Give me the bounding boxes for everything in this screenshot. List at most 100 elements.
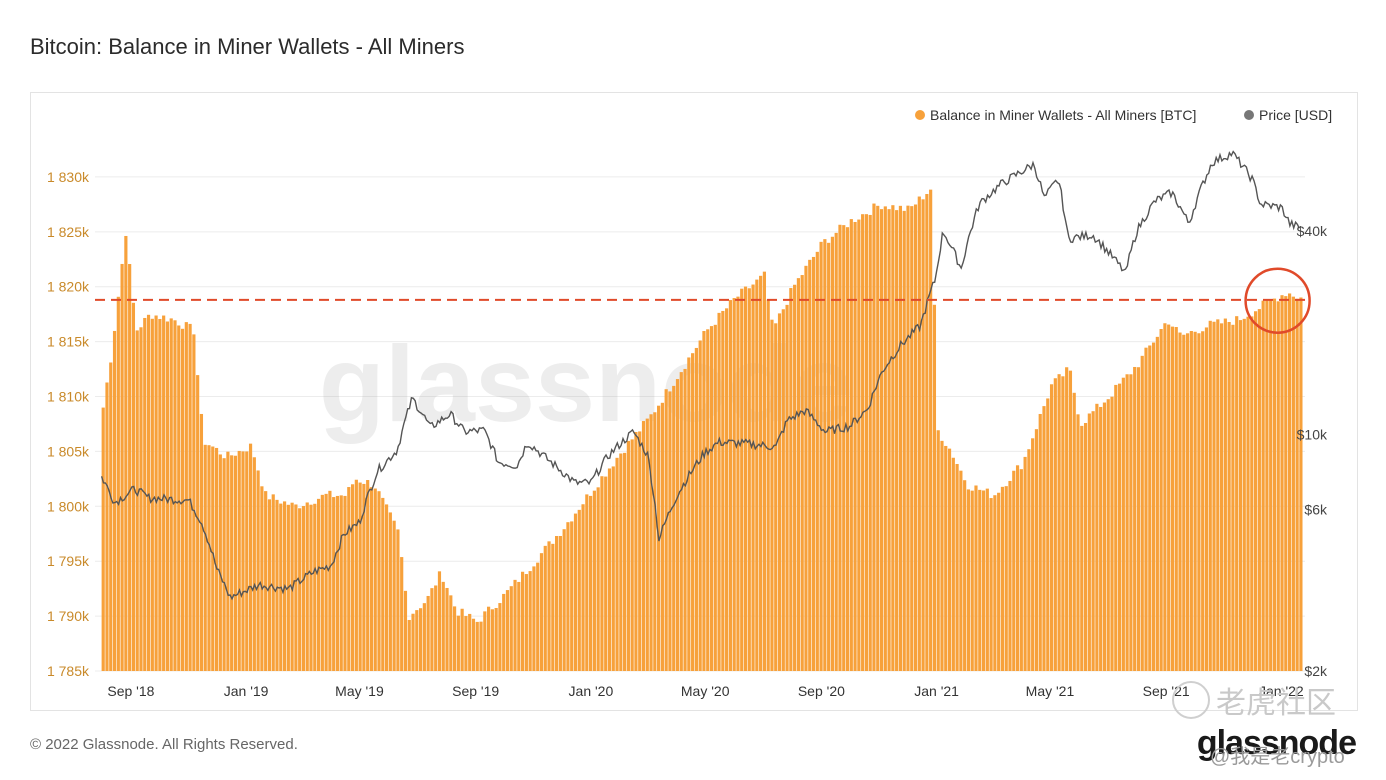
balance-bar bbox=[1000, 486, 1005, 671]
balance-bar bbox=[728, 300, 732, 671]
balance-bar bbox=[626, 440, 630, 671]
balance-bar bbox=[441, 581, 445, 671]
balance-bar bbox=[203, 444, 207, 671]
balance-bar bbox=[951, 457, 955, 671]
balance-bar bbox=[1299, 297, 1303, 671]
balance-bar bbox=[1106, 399, 1110, 671]
balance-bar bbox=[490, 609, 494, 671]
balance-bar bbox=[445, 587, 449, 671]
balance-bar bbox=[1170, 326, 1175, 671]
balance-bar bbox=[313, 503, 317, 671]
balance-bar bbox=[1238, 320, 1243, 671]
balance-bar bbox=[343, 495, 347, 671]
brand-logo: glassnode bbox=[1196, 724, 1357, 762]
balance-bar bbox=[876, 205, 880, 671]
balance-bar bbox=[328, 490, 332, 671]
y-right-tick-label: $2k bbox=[1304, 663, 1328, 679]
balance-bar bbox=[774, 323, 778, 671]
balance-bar bbox=[660, 402, 664, 671]
balance-bar bbox=[702, 331, 706, 671]
balance-bar bbox=[173, 320, 177, 671]
balance-bar bbox=[309, 504, 313, 671]
balance-bar bbox=[1091, 411, 1095, 671]
balance-bar bbox=[857, 219, 861, 672]
balance-bar bbox=[400, 557, 404, 671]
balance-bar bbox=[1053, 378, 1057, 671]
balance-bar bbox=[811, 256, 816, 671]
x-tick-label: Jan '22 bbox=[1259, 683, 1304, 699]
balance-bar bbox=[925, 194, 929, 671]
balance-bar bbox=[124, 235, 128, 672]
balance-bar bbox=[128, 264, 132, 671]
balance-bar bbox=[430, 588, 434, 671]
balance-bar bbox=[845, 227, 850, 671]
copyright: © 2022 Glassnode. All Rights Reserved. bbox=[30, 736, 298, 753]
balance-bar bbox=[196, 375, 200, 671]
balance-bar bbox=[570, 521, 574, 671]
y-right-tick-label: $6k bbox=[1304, 502, 1328, 518]
balance-bar bbox=[706, 329, 710, 671]
balance-bar bbox=[248, 443, 253, 671]
balance-bar bbox=[993, 495, 997, 671]
x-tick-label: May '20 bbox=[681, 683, 730, 699]
balance-bar bbox=[638, 431, 642, 671]
balance-bar bbox=[1129, 374, 1133, 671]
balance-bar bbox=[230, 455, 234, 671]
balance-bar bbox=[218, 454, 222, 671]
balance-bar bbox=[781, 309, 785, 671]
balance-bar bbox=[740, 288, 744, 671]
balance-bar bbox=[154, 315, 158, 671]
balance-bar bbox=[736, 296, 740, 671]
balance-bar bbox=[619, 453, 623, 671]
balance-bar bbox=[237, 450, 241, 671]
x-tick-label: Jan '21 bbox=[914, 683, 959, 699]
balance-bar bbox=[449, 595, 453, 671]
balance-bar bbox=[502, 593, 506, 671]
balance-bar bbox=[347, 487, 351, 671]
balance-bar bbox=[437, 571, 442, 671]
balance-bar bbox=[804, 265, 808, 671]
y-axis-left: 1 785k 1 790k 1 795k 1 800k 1 805k 1 810k 1 81… bbox=[47, 169, 90, 679]
balance-bar bbox=[1246, 316, 1250, 671]
balance-bar bbox=[388, 512, 392, 671]
balance-bar bbox=[264, 491, 268, 671]
balance-bar bbox=[827, 242, 831, 671]
balance-bar bbox=[539, 553, 544, 671]
balance-bars bbox=[101, 189, 1303, 672]
balance-bar bbox=[471, 618, 476, 671]
balance-bar bbox=[1235, 316, 1239, 671]
balance-bar bbox=[581, 504, 585, 671]
balance-bar bbox=[1140, 355, 1144, 671]
balance-bar bbox=[422, 603, 426, 671]
balance-bar bbox=[1159, 329, 1163, 671]
chart-title: Bitcoin: Balance in Miner Wallets - All … bbox=[30, 34, 465, 59]
stamp-text: 老虎社区 bbox=[1216, 687, 1336, 720]
balance-bar bbox=[929, 189, 933, 671]
balance-bar bbox=[1288, 293, 1292, 671]
balance-bar bbox=[883, 206, 887, 671]
balance-bar bbox=[872, 203, 876, 672]
balance-bar bbox=[898, 205, 903, 671]
balance-bar bbox=[1065, 367, 1069, 671]
balance-bar bbox=[464, 616, 468, 671]
balance-bar bbox=[917, 196, 921, 671]
y-left-tick-label: 1 830k bbox=[47, 169, 90, 185]
balance-bar bbox=[808, 259, 812, 671]
balance-bar bbox=[672, 385, 676, 671]
balance-bar bbox=[607, 468, 612, 671]
balance-bar bbox=[547, 541, 551, 671]
balance-bar bbox=[350, 484, 355, 671]
balance-bar bbox=[921, 199, 925, 671]
balance-bar bbox=[1027, 449, 1031, 671]
balance-bar bbox=[1083, 423, 1088, 671]
balance-bar bbox=[1272, 298, 1277, 671]
balance-bar bbox=[1163, 323, 1167, 671]
balance-bar bbox=[963, 480, 967, 671]
x-tick-label: Sep '20 bbox=[798, 683, 845, 699]
balance-bar bbox=[970, 490, 974, 671]
balance-bar bbox=[558, 535, 562, 671]
balance-bar bbox=[615, 457, 619, 671]
balance-bar bbox=[1204, 327, 1209, 671]
balance-bar bbox=[664, 389, 668, 671]
balance-bar bbox=[1080, 425, 1084, 671]
